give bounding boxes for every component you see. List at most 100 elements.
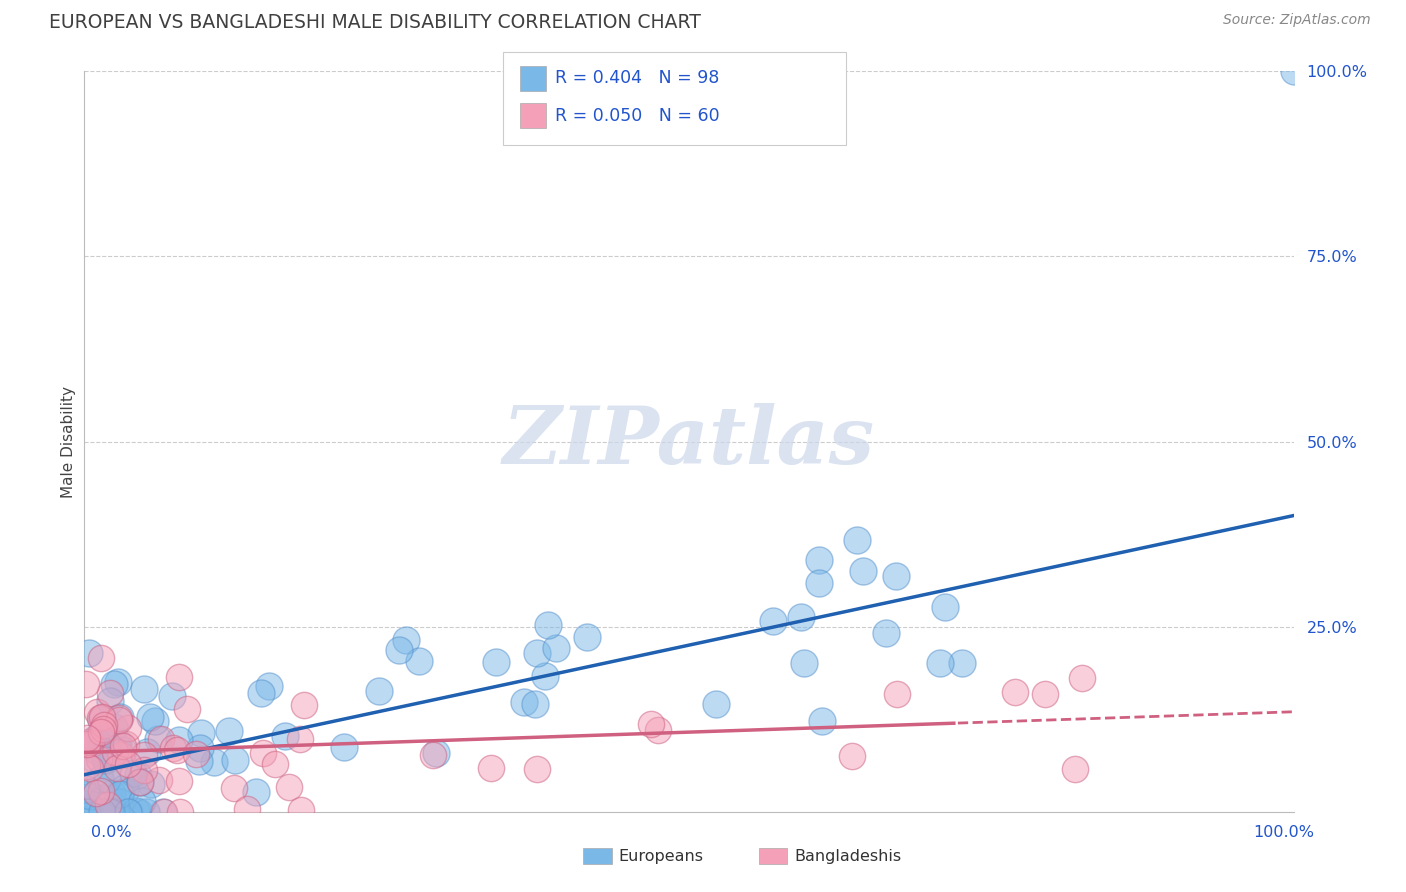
- Point: [76, 758, 98, 772]
- Point: [128, 805, 150, 819]
- Point: [288, 731, 311, 746]
- Point: [110, 747, 132, 762]
- Point: [90, 650, 112, 665]
- Point: [789, 609, 811, 624]
- Point: [135, 805, 157, 819]
- Point: [89, 729, 111, 743]
- Point: [76, 797, 98, 811]
- Point: [77, 646, 100, 660]
- Point: [100, 804, 122, 818]
- Point: [86, 743, 108, 757]
- Point: [87, 752, 110, 766]
- Point: [125, 804, 148, 818]
- Point: [107, 675, 129, 690]
- Point: [333, 740, 356, 755]
- Point: [485, 655, 508, 669]
- Point: [141, 777, 163, 791]
- Point: [1282, 64, 1305, 78]
- Point: [80, 737, 103, 751]
- Point: [114, 784, 136, 798]
- Point: [1063, 762, 1085, 776]
- Point: [93, 722, 115, 736]
- Point: [129, 775, 152, 789]
- Point: [111, 739, 134, 754]
- Point: [89, 772, 111, 787]
- Point: [98, 694, 121, 708]
- Point: [841, 748, 863, 763]
- Point: [108, 711, 131, 725]
- Point: [84, 786, 107, 800]
- Point: [1070, 671, 1092, 685]
- Point: [264, 757, 287, 772]
- Point: [290, 803, 312, 817]
- Point: [101, 786, 124, 800]
- Point: [526, 762, 548, 776]
- Point: [245, 785, 267, 799]
- Point: [132, 764, 155, 778]
- Point: [100, 805, 122, 819]
- Point: [108, 795, 131, 809]
- Point: [169, 774, 191, 789]
- Point: [169, 805, 191, 819]
- Point: [647, 723, 669, 737]
- Text: R = 0.050   N = 60: R = 0.050 N = 60: [555, 107, 720, 125]
- Point: [934, 600, 956, 615]
- Point: [846, 533, 869, 548]
- Point: [513, 695, 536, 709]
- Point: [132, 748, 155, 763]
- Point: [134, 682, 156, 697]
- Point: [79, 761, 101, 775]
- Point: [166, 743, 188, 757]
- Point: [1033, 687, 1056, 701]
- Point: [422, 747, 444, 762]
- Point: [807, 553, 830, 567]
- Point: [77, 805, 100, 819]
- Point: [117, 757, 139, 772]
- Point: [167, 670, 190, 684]
- Point: [83, 752, 105, 766]
- Point: [257, 679, 280, 693]
- Point: [98, 805, 121, 819]
- Point: [94, 752, 117, 766]
- Point: [107, 761, 129, 775]
- Point: [110, 709, 132, 723]
- Point: [236, 802, 259, 816]
- Point: [167, 733, 190, 747]
- Point: [111, 782, 134, 797]
- Point: [127, 768, 149, 782]
- Point: [408, 654, 430, 668]
- Point: [388, 643, 411, 657]
- Point: [104, 745, 127, 759]
- Point: [104, 805, 127, 819]
- Point: [152, 805, 174, 819]
- Point: [811, 714, 834, 728]
- Point: [395, 633, 418, 648]
- Text: Europeans: Europeans: [619, 849, 703, 863]
- Point: [884, 569, 907, 583]
- Point: [122, 766, 145, 780]
- Point: [950, 657, 973, 671]
- Point: [176, 702, 198, 716]
- Point: [886, 687, 908, 701]
- Text: R = 0.404   N = 98: R = 0.404 N = 98: [555, 69, 720, 87]
- Point: [90, 713, 112, 727]
- Point: [640, 717, 662, 731]
- Point: [98, 686, 121, 700]
- Point: [294, 698, 316, 712]
- Point: [143, 714, 166, 728]
- Point: [252, 746, 274, 760]
- Point: [86, 705, 108, 719]
- Point: [928, 656, 950, 670]
- Point: [115, 738, 138, 752]
- Point: [808, 576, 831, 591]
- Point: [278, 780, 301, 795]
- Point: [93, 717, 115, 731]
- Point: [75, 781, 97, 796]
- Point: [536, 617, 558, 632]
- Point: [533, 669, 555, 683]
- Point: [104, 805, 127, 819]
- Point: [184, 747, 207, 762]
- Point: [117, 721, 139, 735]
- Point: [162, 741, 184, 756]
- Point: [96, 753, 118, 767]
